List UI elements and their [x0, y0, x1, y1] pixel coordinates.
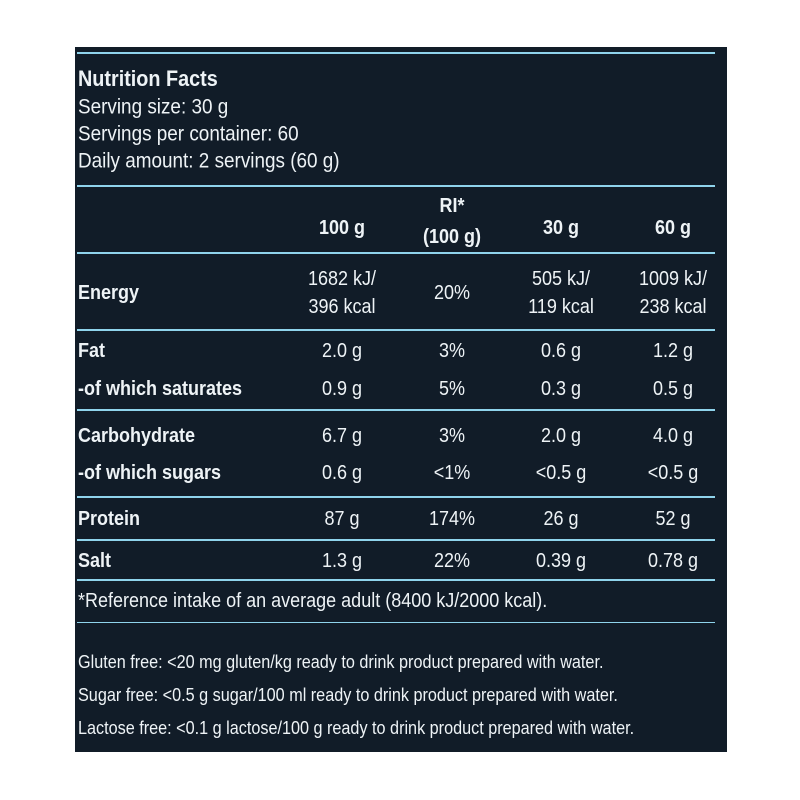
cell: 0.39 g [535, 550, 587, 572]
cell: 2.0 g [540, 425, 582, 447]
cell: 6.7 g [321, 425, 363, 447]
column-header: RI* [439, 195, 465, 217]
row-label: Energy [78, 282, 140, 304]
cell: 52 g [655, 508, 691, 530]
cell: <0.5 g [535, 462, 587, 484]
row-label: Carbohydrate [78, 425, 196, 447]
divider [77, 539, 715, 541]
cell: 1.2 g [652, 340, 694, 362]
divider [77, 496, 715, 498]
cell: 1682 kJ/ [307, 268, 377, 290]
cell: 26 g [543, 508, 579, 530]
row-label: -of which saturates [78, 378, 243, 400]
column-header: 60 g [654, 217, 692, 239]
cell: 505 kJ/ [531, 268, 591, 290]
divider [77, 185, 715, 187]
cell: 119 kcal [528, 296, 594, 318]
cell: 0.5 g [652, 378, 694, 400]
cell: 4.0 g [652, 425, 694, 447]
divider [77, 579, 715, 581]
column-header: 100 g [318, 217, 366, 239]
column-header: 30 g [542, 217, 580, 239]
cell: 238 kcal [639, 296, 707, 318]
row-label: Salt [78, 550, 112, 572]
footnote: *Reference intake of an average adult (8… [78, 590, 548, 612]
cell: 0.3 g [540, 378, 582, 400]
divider [77, 622, 715, 623]
title: Nutrition Facts [78, 66, 218, 91]
cell: 0.6 g [540, 340, 582, 362]
cell: 0.9 g [321, 378, 363, 400]
cell: 5% [438, 378, 466, 400]
label-panel [75, 47, 727, 752]
cell: 1009 kJ/ [638, 268, 708, 290]
column-header: (100 g) [422, 226, 482, 248]
row-label: Fat [78, 340, 105, 362]
serving-info: Daily amount: 2 servings (60 g) [78, 149, 340, 173]
cell: 2.0 g [321, 340, 363, 362]
serving-info: Servings per container: 60 [78, 122, 299, 146]
serving-info: Serving size: 30 g [78, 95, 229, 119]
divider [77, 409, 715, 411]
cell: 3% [438, 425, 466, 447]
note: Gluten free: <20 mg gluten/kg ready to d… [78, 652, 604, 672]
divider [77, 329, 715, 331]
cell: <0.5 g [647, 462, 699, 484]
note: Sugar free: <0.5 g sugar/100 ml ready to… [78, 685, 618, 705]
row-label: -of which sugars [78, 462, 222, 484]
cell: 3% [438, 340, 466, 362]
cell: 174% [428, 508, 476, 530]
divider [77, 252, 715, 254]
note: Lactose free: <0.1 g lactose/100 g ready… [78, 718, 635, 738]
cell: 22% [433, 550, 471, 572]
cell: 87 g [324, 508, 360, 530]
cell: 396 kcal [308, 296, 376, 318]
row-label: Protein [78, 508, 141, 530]
cell: <1% [433, 462, 471, 484]
cell: 1.3 g [321, 550, 363, 572]
cell: 0.6 g [321, 462, 363, 484]
cell: 20% [433, 282, 471, 304]
divider [77, 52, 715, 54]
cell: 0.78 g [647, 550, 699, 572]
